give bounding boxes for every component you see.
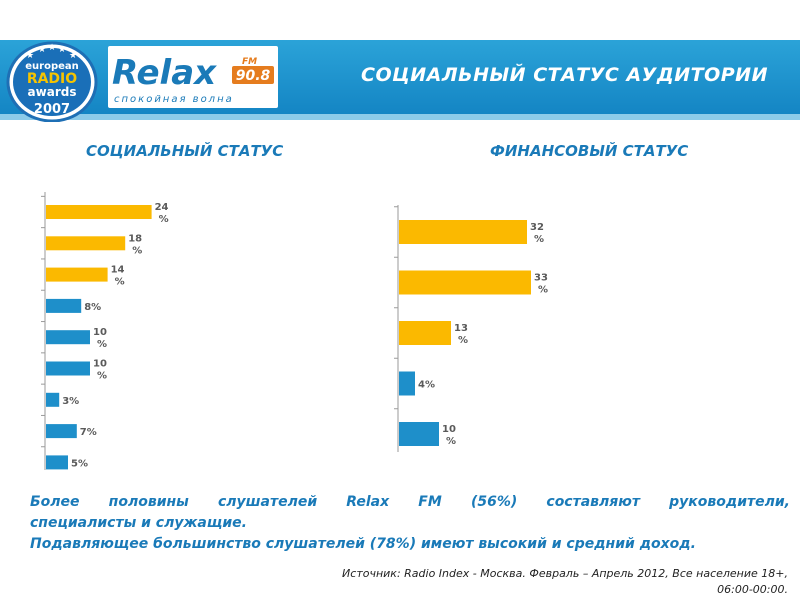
european-radio-awards-badge: ★ ★ ★ ★ ★ european RADIO awards 2007 (6, 41, 98, 122)
bar-value-label: 24% (155, 202, 169, 225)
bar (46, 424, 77, 439)
bar (46, 392, 60, 407)
star-icons: ★ ★ ★ ★ ★ (26, 43, 77, 61)
svg-text:★: ★ (48, 43, 56, 53)
bar (46, 267, 108, 282)
header: ★ ★ ★ ★ ★ european RADIO awards 2007 Rel… (0, 0, 800, 122)
badge-line1: european (25, 61, 79, 72)
bar (46, 330, 90, 345)
bar (399, 371, 415, 396)
bar-value-label: 33% (534, 273, 548, 296)
source-line1: Источник: Radio Index - Москва. Февраль … (342, 567, 788, 580)
summary-line1: Более половины слушателей Relax FM (56%)… (30, 494, 790, 510)
social-status-chart-title: СОЦИАЛЬНЫЙ СТАТУС (86, 142, 284, 160)
bar (46, 298, 82, 313)
bar-value-label: 8% (84, 302, 101, 313)
logo-tagline: спокойная волна (114, 94, 234, 105)
logo-word: Relax (112, 53, 217, 93)
logo-frequency: 90.8 (236, 68, 271, 84)
bar (399, 220, 527, 244)
svg-text:★: ★ (38, 45, 46, 55)
chart-1: 32 % 33 % 13 % 4% 10% (394, 205, 548, 452)
summary-line2: специалисты и служащие. (30, 515, 247, 531)
badge-year: 2007 (34, 102, 70, 117)
slide-title: СОЦИАЛЬНЫЙ СТАТУС АУДИТОРИИ (361, 64, 768, 86)
bar-value-label: 18% (128, 233, 142, 256)
bar-value-label: 10% (93, 327, 107, 350)
svg-text:★: ★ (69, 51, 77, 61)
source-note: Источник: Radio Index - Москва. Февраль … (318, 566, 788, 598)
bar (399, 321, 451, 345)
bar-value-label: 10% (93, 359, 107, 382)
source-line2: 06:00-00:00. (717, 583, 788, 596)
bar-value-label: 32% (530, 222, 544, 245)
bar-value-label: 3% (62, 396, 79, 407)
summary-line3: Подавляющее большинство слушателей (78%)… (30, 536, 696, 552)
header-strip (0, 114, 800, 120)
bar (46, 236, 126, 251)
chart-0: 24 % 18 %14 % 8% 10 % 10 % 3% 7% 5% (41, 192, 169, 470)
logo-fm: FM (242, 57, 257, 67)
bar (399, 422, 439, 446)
bar (46, 361, 90, 376)
bar-value-label: 14% (111, 265, 125, 288)
bar-value-label: 10% (442, 424, 456, 447)
bar-value-label: 13% (454, 323, 468, 346)
summary-text: Более половины слушателей Relax FM (56%)… (30, 492, 790, 555)
relax-fm-logo: Relax FM 90.8 спокойная волна (108, 46, 278, 108)
bar (399, 270, 531, 295)
badge-line3: awards (28, 85, 77, 99)
bar (46, 455, 68, 470)
financial-status-chart-title: ФИНАНСОВЫЙ СТАТУС (490, 142, 689, 160)
badge-line2: RADIO (27, 71, 77, 87)
svg-text:★: ★ (26, 51, 34, 61)
bar (46, 205, 152, 219)
svg-text:★: ★ (58, 45, 66, 55)
bar-value-label: 4% (418, 380, 435, 391)
bar-value-label: 7% (80, 427, 97, 438)
bar-value-label: 5% (71, 458, 88, 469)
